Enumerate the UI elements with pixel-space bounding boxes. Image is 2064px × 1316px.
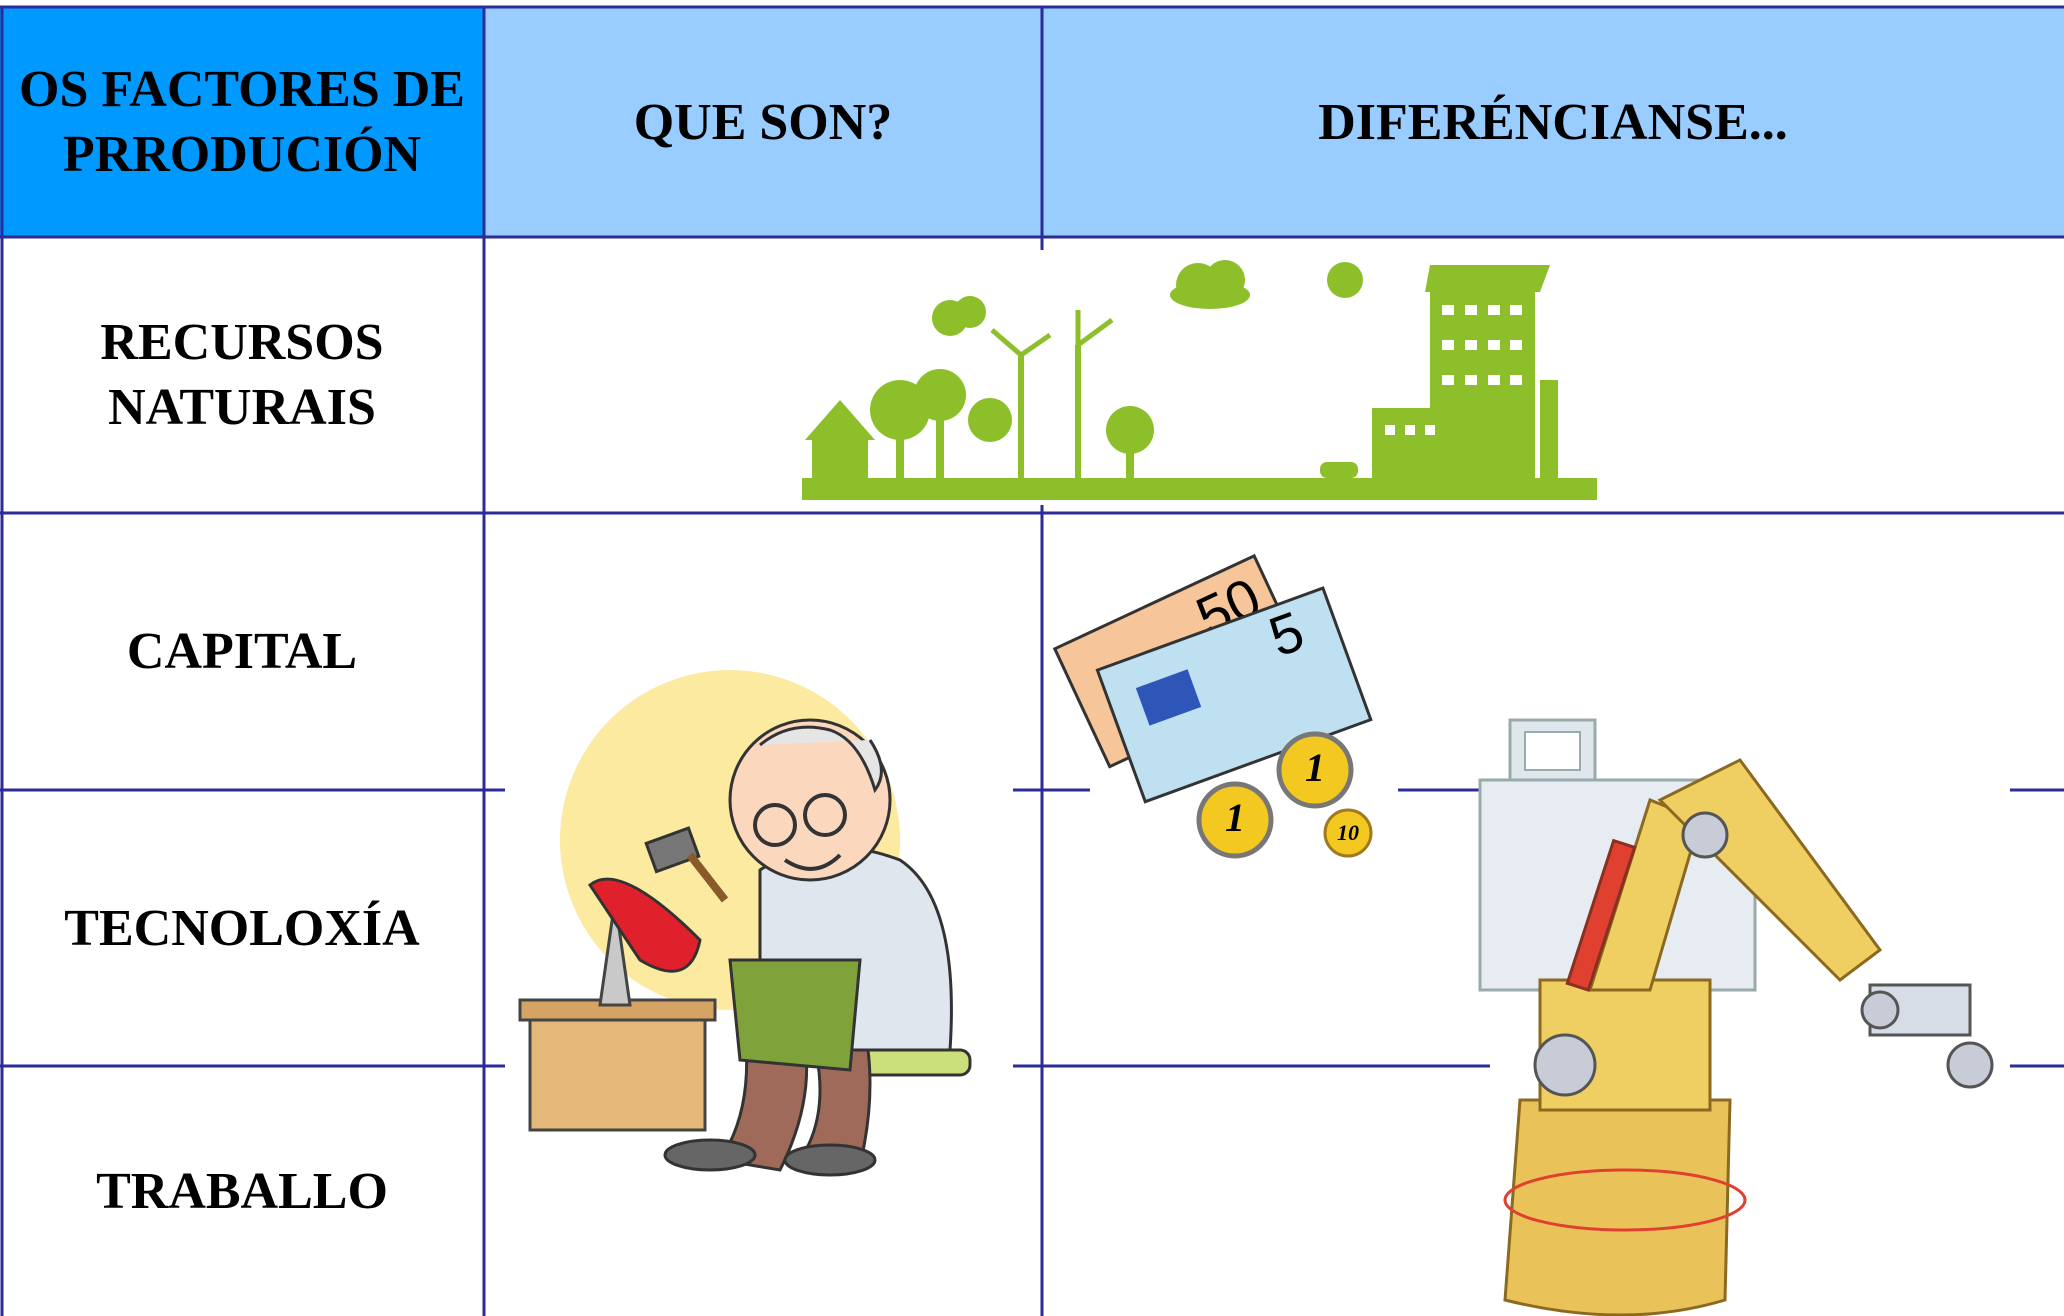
row-label: CAPITAL xyxy=(126,623,358,680)
header-cell: DIFERÉNCIANSE... xyxy=(1318,93,1788,151)
robot-illustration xyxy=(1478,718,1994,1316)
row-label: TRABALLO xyxy=(96,1162,388,1220)
row-label: RECURSOS NATURAIS xyxy=(100,314,384,436)
header-bg-2 xyxy=(484,7,2064,237)
header-cell: OS FACTORES DE PRRODUCIÓN xyxy=(19,61,465,183)
city-illustration xyxy=(802,260,1597,500)
header-cell: QUE SON? xyxy=(633,93,893,151)
money-illustration: 50 5 1 1 10 xyxy=(1052,553,1373,859)
coin-label: 10 xyxy=(1337,820,1359,845)
coin-label: 1 xyxy=(1225,795,1245,840)
header-bg-1 xyxy=(0,7,484,237)
coin-label: 1 xyxy=(1305,745,1325,790)
row-label: TECNOLOXÍA xyxy=(64,899,420,957)
shoemaker-illustration xyxy=(518,670,972,1177)
